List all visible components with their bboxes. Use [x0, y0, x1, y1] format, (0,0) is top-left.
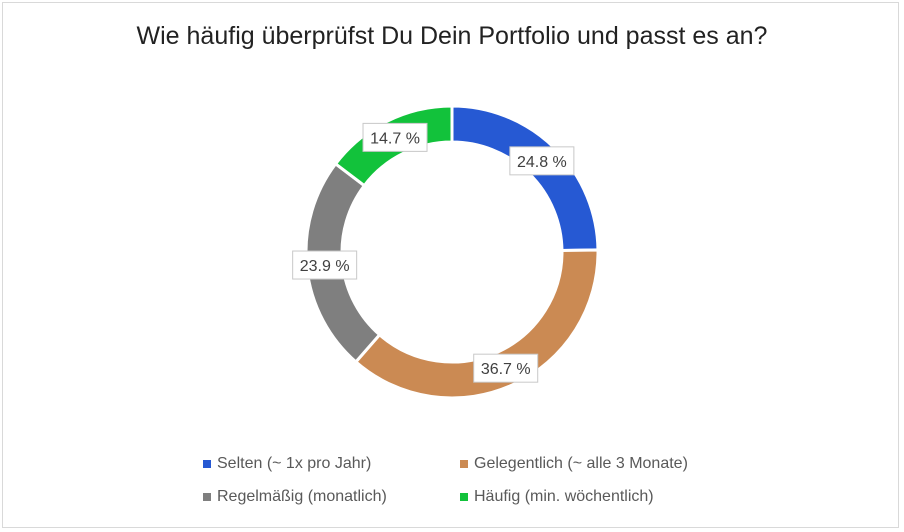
legend-item-haeufig: Häufig (min. wöchentlich)	[460, 488, 654, 506]
legend-label: Häufig (min. wöchentlich)	[474, 488, 654, 505]
legend-label: Regelmäßig (monatlich)	[217, 488, 387, 505]
legend-item-regelmaessig: Regelmäßig (monatlich)	[203, 488, 387, 506]
data-label-text: 36.7 %	[481, 361, 531, 378]
chart-title: Wie häufig überprüfst Du Dein Portfolio …	[136, 22, 768, 50]
legend-swatch	[203, 493, 211, 501]
donut-slice	[450, 104, 600, 252]
legend-item-gelegentlich: Gelegentlich (~ alle 3 Monate)	[460, 455, 688, 473]
data-label: 23.9 %	[292, 250, 358, 280]
data-label-text: 24.8 %	[517, 154, 567, 171]
legend-item-selten: Selten (~ 1x pro Jahr)	[203, 455, 371, 473]
legend-swatch	[203, 460, 211, 468]
data-label: 36.7 %	[473, 353, 539, 383]
legend-label: Gelegentlich (~ alle 3 Monate)	[474, 455, 688, 472]
data-label: 24.8 %	[509, 146, 575, 176]
legend-swatch	[460, 493, 468, 501]
legend-label: Selten (~ 1x pro Jahr)	[217, 455, 372, 472]
legend-swatch	[460, 460, 468, 468]
data-label-text: 23.9 %	[300, 258, 350, 275]
data-label: 14.7 %	[362, 122, 428, 152]
data-label-text: 14.7 %	[370, 130, 420, 147]
